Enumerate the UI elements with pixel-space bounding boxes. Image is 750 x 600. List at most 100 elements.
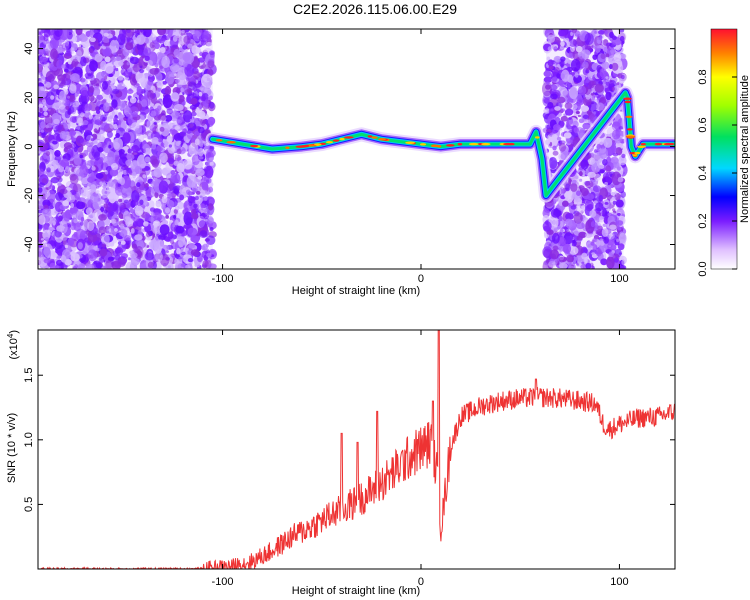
noise-blob: [598, 240, 605, 246]
noise-blob: [608, 92, 612, 97]
ridge-hotspot: [481, 142, 491, 146]
noise-blob: [39, 56, 49, 65]
noise-blob: [80, 216, 85, 222]
noise-blob: [571, 29, 578, 34]
noise-blob: [585, 262, 592, 269]
noise-blob: [170, 115, 178, 122]
noise-blob: [71, 35, 78, 43]
noise-blob: [617, 73, 623, 79]
noise-blob: [159, 152, 168, 164]
noise-blob: [88, 94, 95, 102]
noise-blob: [92, 140, 98, 144]
noise-blob: [580, 159, 589, 170]
noise-blob: [120, 240, 126, 245]
noise-blob: [102, 98, 107, 103]
noise-blob: [173, 57, 180, 64]
noise-blob: [170, 173, 181, 184]
noise-blob: [174, 125, 180, 130]
noise-blob: [606, 133, 611, 137]
noise-blob: [184, 264, 191, 269]
noise-blob: [167, 141, 176, 154]
noise-blob: [58, 99, 66, 110]
ridge-hotspot: [314, 143, 322, 146]
noise-blob: [154, 67, 159, 72]
noise-blob: [144, 252, 155, 261]
noise-blob: [618, 126, 624, 130]
noise-blob: [131, 257, 140, 266]
noise-blob: [180, 87, 184, 93]
noise-blob: [100, 122, 110, 130]
ridge-hotspot: [623, 97, 632, 100]
noise-blob: [567, 265, 575, 269]
snr-y-scale-note: (x104): [6, 330, 20, 360]
noise-blob: [558, 215, 563, 222]
noise-blob: [150, 110, 157, 117]
noise-blob: [56, 46, 64, 54]
y-tick-label: -20: [23, 188, 35, 204]
noise-blob: [102, 46, 106, 50]
noise-blob: [38, 187, 43, 193]
noise-blob: [40, 121, 46, 129]
noise-blob: [565, 183, 571, 192]
noise-blob: [53, 84, 59, 90]
noise-blob: [573, 212, 583, 224]
noise-blob: [93, 151, 101, 161]
noise-blob: [551, 232, 560, 244]
ridge-hotspot: [637, 145, 646, 148]
noise-blob: [70, 73, 80, 82]
noise-blob: [55, 259, 64, 266]
noise-blob: [204, 208, 208, 213]
noise-blob: [109, 241, 115, 247]
noise-blob: [139, 105, 150, 115]
noise-blob: [102, 185, 107, 189]
noise-blob: [556, 136, 562, 141]
noise-blob: [54, 149, 61, 157]
noise-blob: [596, 102, 605, 111]
ridge-hotspot: [371, 136, 378, 139]
noise-blob: [605, 53, 610, 58]
noise-blob: [197, 147, 204, 157]
noise-blob: [80, 112, 85, 118]
noise-blob: [621, 259, 626, 266]
noise-blob: [592, 237, 598, 243]
noise-blob: [94, 119, 102, 126]
noise-blob: [546, 56, 551, 61]
noise-blob: [38, 182, 46, 188]
snr-y-axis-label: SNR (10 * v/v): [6, 413, 18, 483]
noise-blob: [70, 60, 77, 69]
noise-blob: [99, 248, 108, 257]
noise-blob: [65, 50, 72, 57]
noise-blob: [61, 249, 71, 260]
noise-blob: [176, 156, 181, 162]
chart-title: C2E2.2026.115.06.00.E29: [293, 1, 457, 17]
noise-blob: [584, 258, 588, 264]
noise-blob: [197, 57, 206, 63]
noise-blob: [49, 165, 55, 173]
noise-blob: [89, 48, 94, 54]
noise-blob: [62, 200, 69, 207]
noise-blob: [602, 158, 608, 166]
x-tick-label: 100: [610, 273, 628, 285]
noise-blob: [100, 233, 110, 245]
noise-blob: [71, 116, 77, 123]
noise-blob: [607, 202, 613, 210]
noise-blob: [129, 106, 139, 116]
ridge-hotspot: [226, 141, 236, 144]
noise-blob: [60, 159, 70, 168]
noise-blob: [41, 177, 48, 184]
noise-blob: [147, 59, 153, 67]
noise-blob: [127, 67, 133, 73]
noise-blob: [584, 33, 594, 46]
y-tick-label: 0.5: [23, 497, 35, 512]
noise-blob: [122, 48, 130, 57]
noise-blob: [147, 135, 151, 140]
noise-blob: [199, 142, 204, 148]
noise-blob: [84, 103, 93, 111]
noise-blob: [167, 231, 174, 240]
noise-blob: [174, 153, 179, 159]
noise-blob: [598, 147, 609, 160]
noise-blob: [194, 138, 200, 146]
noise-blob: [117, 114, 125, 120]
noise-blob: [131, 243, 138, 250]
noise-blob: [186, 129, 194, 140]
